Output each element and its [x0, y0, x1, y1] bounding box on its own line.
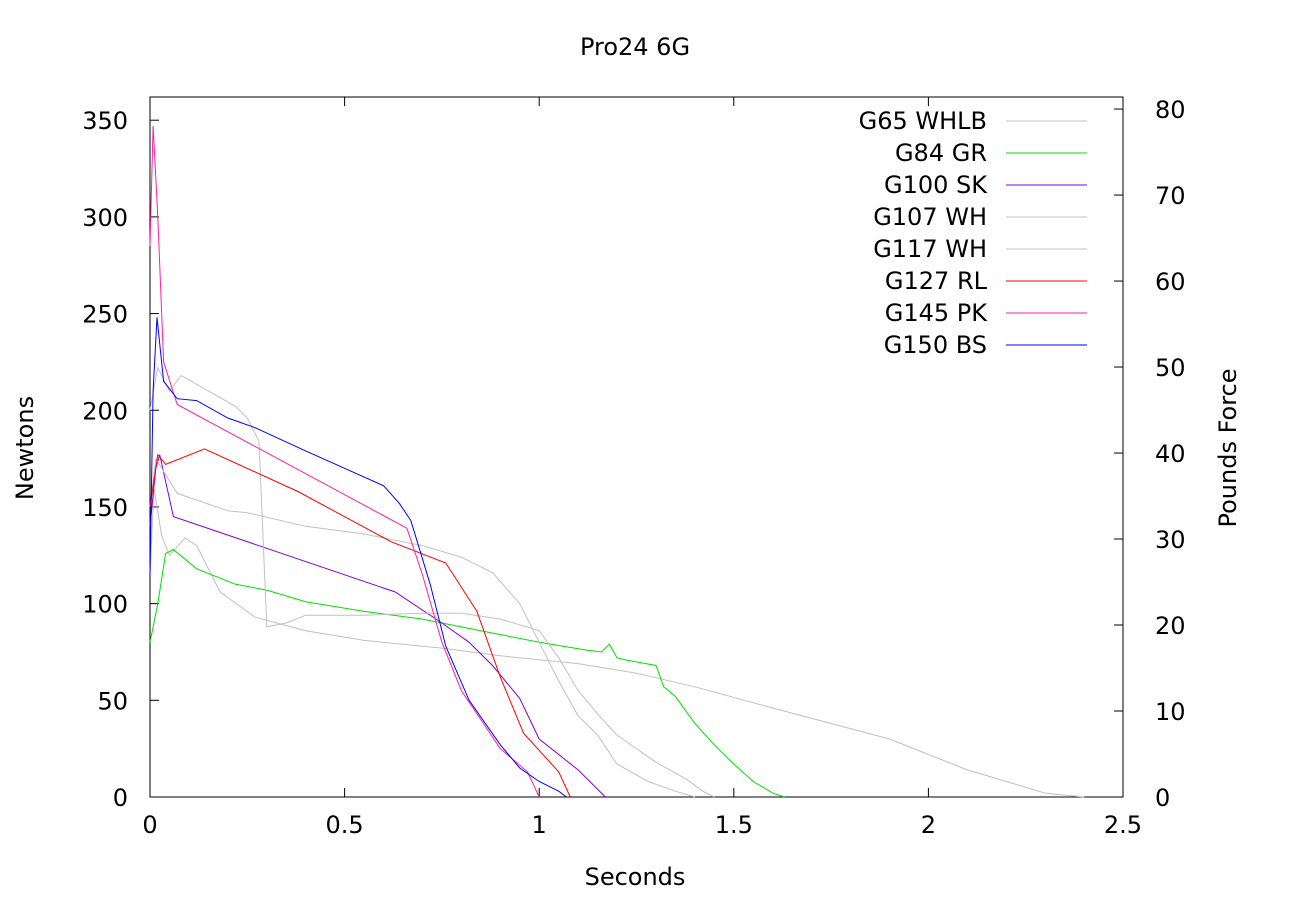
x-tick-label: 0 — [142, 811, 157, 839]
y2-tick-label: 80 — [1155, 96, 1186, 124]
chart-title: Pro24 6G — [580, 33, 690, 61]
y-tick-label: 50 — [97, 687, 128, 715]
y-tick-label: 350 — [82, 107, 128, 135]
y2-tick-label: 60 — [1155, 268, 1186, 296]
series-line-g84-gr — [149, 548, 785, 798]
series-line-g145-pk — [149, 125, 540, 798]
x-tick-label: 2.5 — [1104, 811, 1142, 839]
x-tick-label: 2 — [921, 811, 936, 839]
x-axis-label: Seconds — [585, 863, 686, 891]
series-line-g117-wh — [149, 366, 715, 798]
legend-label-g127-rl: G127 RL — [885, 267, 988, 295]
legend-label-g150-bs: G150 BS — [884, 331, 987, 359]
y2-tick-label: 70 — [1155, 182, 1186, 210]
series-line-g127-rl — [149, 448, 571, 798]
y-tick-label: 150 — [82, 494, 128, 522]
y-tick-label: 200 — [82, 397, 128, 425]
legend-label-g117-wh: G117 WH — [873, 235, 987, 263]
y-tick-label: 250 — [82, 301, 128, 329]
plot-frame — [149, 96, 1124, 798]
legend-label-g84-gr: G84 GR — [895, 139, 987, 167]
y-tick-label: 300 — [82, 204, 128, 232]
y2-tick-label: 10 — [1155, 698, 1186, 726]
x-tick-label: 0.5 — [326, 811, 364, 839]
legend-label-g107-wh: G107 WH — [873, 203, 987, 231]
y2-tick-label: 40 — [1155, 440, 1186, 468]
y2-tick-label: 50 — [1155, 354, 1186, 382]
legend: G65 WHLB G84 GR G100 SK G107 WH G117 WH G127 … — [859, 107, 1087, 359]
y2-tick-label: 20 — [1155, 612, 1186, 640]
series-line-g150-bs — [149, 317, 567, 798]
series-line-g65-whlb — [149, 487, 1085, 798]
series-line-g107-wh — [149, 457, 696, 798]
x-tick-label: 1.5 — [715, 811, 753, 839]
legend-label-g100-sk: G100 SK — [884, 171, 988, 199]
series-lines — [149, 125, 1085, 798]
y2-tick-label: 0 — [1155, 784, 1170, 812]
y2-tick-label: 30 — [1155, 526, 1186, 554]
y-tick-label: 0 — [113, 784, 128, 812]
y-axis-label: Newtons — [11, 396, 39, 500]
axis-ticks: 0 0.5 1 1.5 2 2.5 0 50 100 150 200 250 300 350 0 10 20 30… — [82, 96, 1185, 839]
legend-label-g65-whlb: G65 WHLB — [859, 107, 987, 135]
x-tick-label: 1 — [532, 811, 547, 839]
y2-axis-label: Pounds Force — [1214, 368, 1242, 527]
y-tick-label: 100 — [82, 591, 128, 619]
legend-label-g145-pk: G145 PK — [885, 299, 989, 327]
